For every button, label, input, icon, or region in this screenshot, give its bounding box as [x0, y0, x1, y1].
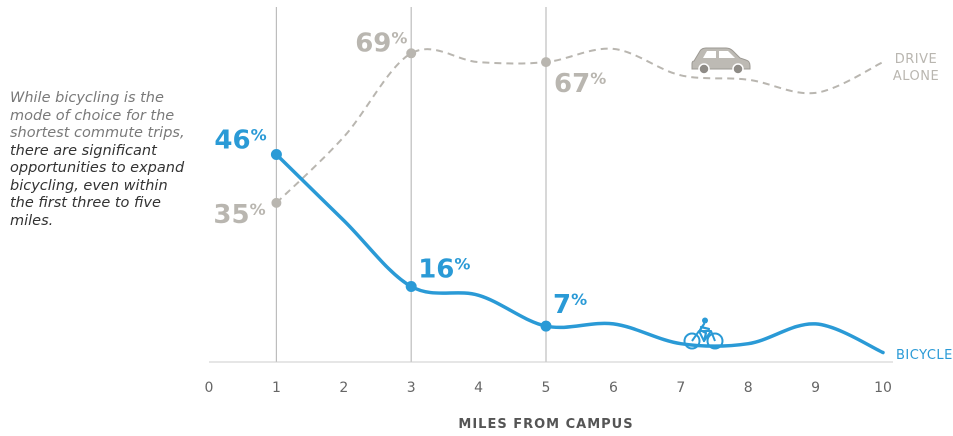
drive-alone-value-label: 35%	[213, 200, 265, 230]
annotation-text: While bicycling is the mode of choice fo…	[10, 90, 185, 230]
bicycle-value-label: 7%	[553, 290, 587, 320]
bicycle-value-label: 16%	[418, 255, 470, 285]
annotation-muted: While bicycling is the mode of choice fo…	[10, 90, 185, 141]
x-tick-label: 9	[811, 380, 820, 396]
bicycle-icon	[683, 317, 724, 350]
x-tick-label: 6	[609, 380, 618, 396]
bicycle-series-label: BICYCLE	[896, 348, 953, 363]
x-tick-label: 0	[205, 380, 214, 396]
x-tick-label: 1	[272, 380, 281, 396]
x-tick-label: 8	[744, 380, 753, 396]
drive-alone-point	[406, 48, 417, 59]
x-tick-label: 7	[676, 380, 685, 396]
x-tick-label: 5	[542, 380, 551, 396]
drive-alone-series-label: DRIVE	[895, 52, 937, 67]
bicycle-point	[405, 281, 417, 292]
x-tick-label: 10	[874, 380, 892, 396]
drive-alone-point	[271, 197, 282, 208]
bicycle-value-label: 46%	[214, 126, 266, 156]
x-tick-label: 3	[407, 380, 416, 396]
drive-alone-value-label: 67%	[554, 69, 606, 99]
drive-alone-value-label: 69%	[355, 28, 407, 58]
x-tick-label: 2	[339, 380, 348, 396]
drive-alone-point	[541, 57, 551, 68]
car-icon	[691, 47, 751, 75]
drive-alone-line	[275, 47, 884, 204]
bicycle-point	[270, 149, 282, 160]
drive-alone-series-label: ALONE	[893, 69, 939, 84]
x-tick-label: 4	[474, 380, 483, 396]
bicycle-point	[540, 320, 552, 332]
x-axis-label: MILES FROM CAMPUS	[458, 417, 633, 432]
bicycle-line	[274, 152, 885, 355]
annotation-emphasis: there are significant opportunities to e…	[10, 142, 185, 229]
